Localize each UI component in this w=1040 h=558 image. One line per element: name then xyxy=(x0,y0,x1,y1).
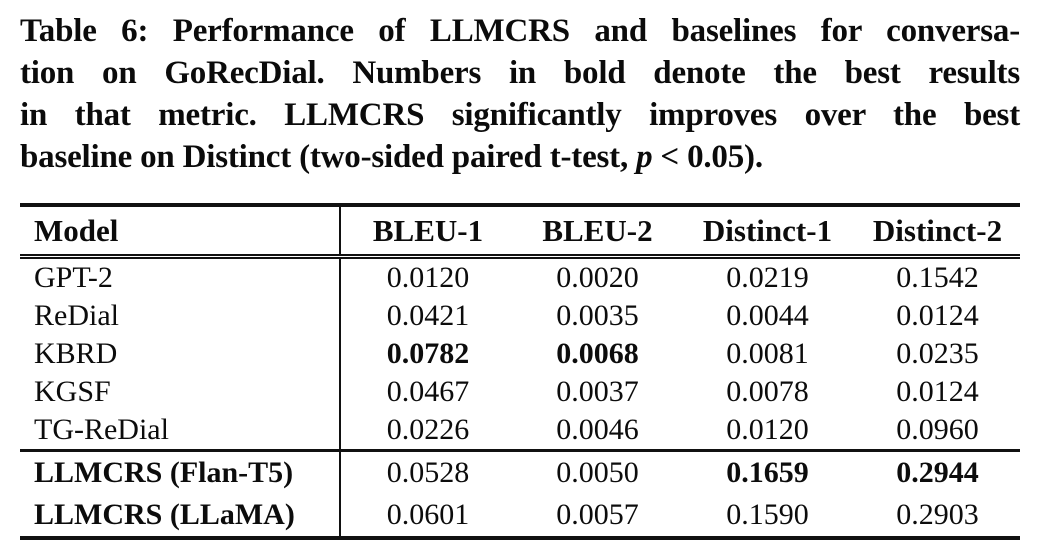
table-row-redial: ReDial 0.0421 0.0035 0.0044 0.0124 xyxy=(20,297,1020,335)
metric-value-cell-best: 0.0068 xyxy=(556,337,639,370)
table-header: Model BLEU-1 BLEU-2 Distinct-1 Distinct-… xyxy=(20,205,1020,259)
metric-value-cell: 0.0421 xyxy=(386,299,470,332)
metric-value-cell: 0.0081 xyxy=(726,337,809,370)
table-row-kbrd: KBRD 0.0782 0.0068 0.0081 0.0235 xyxy=(20,335,1020,373)
column-header-bleu1: BLEU-1 xyxy=(340,205,515,259)
table-row-tgredial: TG-ReDial 0.0226 0.0046 0.0120 0.0960 xyxy=(20,411,1020,451)
column-header-bleu2: BLEU-2 xyxy=(515,205,680,259)
table-row-llmcrs-flant5: LLMCRS (Flan-T5) 0.0528 0.0050 0.1659 0.… xyxy=(20,449,1020,494)
metric-value-cell: 0.2903 xyxy=(896,498,979,531)
metric-value-cell-best: 0.2944 xyxy=(855,449,1020,494)
metric-value-cell: 0.0601 xyxy=(386,498,470,531)
table-caption: Table 6: Performance of LLMCRS and basel… xyxy=(20,10,1020,178)
table-row-kgsf: KGSF 0.0467 0.0037 0.0078 0.0124 xyxy=(20,373,1020,411)
caption-line-1: Table 6: Performance of LLMCRS and basel… xyxy=(20,13,1020,49)
model-name-cell: LLMCRS (Flan-T5) xyxy=(20,449,341,494)
column-header-distinct1: Distinct-1 xyxy=(680,205,855,259)
metric-value-cell: 0.1590 xyxy=(726,498,809,531)
metric-value-cell: 0.0050 xyxy=(515,449,680,494)
model-name-cell: KBRD xyxy=(20,335,341,373)
metric-value-cell: 0.0120 xyxy=(386,261,470,294)
model-name-cell: KGSF xyxy=(20,373,341,411)
caption-line-4: baseline on Distinct (two-sided paired t… xyxy=(20,136,1020,178)
model-name-cell: ReDial xyxy=(20,297,341,335)
table-row-gpt2: GPT-2 0.0120 0.0020 0.0219 0.1542 xyxy=(20,256,1020,297)
metric-value-cell: 0.0120 xyxy=(726,413,809,446)
header-row: Model BLEU-1 BLEU-2 Distinct-1 Distinct-… xyxy=(20,205,1020,259)
caption-line-2: tion on GoRecDial. Numbers in bold denot… xyxy=(20,55,1020,91)
metric-value-cell: 0.0467 xyxy=(386,375,470,408)
metric-value-cell: 0.0219 xyxy=(726,261,809,294)
metric-value-cell: 0.0044 xyxy=(726,299,809,332)
results-table: Model BLEU-1 BLEU-2 Distinct-1 Distinct-… xyxy=(20,203,1020,540)
metric-value-cell: 0.0078 xyxy=(726,375,809,408)
metric-value-cell: 0.0035 xyxy=(556,299,639,332)
metric-value-cell: 0.0057 xyxy=(556,498,639,531)
metric-value-cell-best: 0.0782 xyxy=(386,337,470,370)
model-name-cell: GPT-2 xyxy=(20,256,341,297)
metric-value-cell: 0.0124 xyxy=(896,299,979,332)
caption-line-3: in that metric. LLMCRS significantly imp… xyxy=(20,97,1020,133)
metric-value-cell: 0.0020 xyxy=(556,261,639,294)
caption-line-4-prefix: baseline on Distinct (two-sided paired t… xyxy=(20,139,637,175)
metric-value-cell: 0.0960 xyxy=(896,413,979,446)
paper-table-figure: Table 6: Performance of LLMCRS and basel… xyxy=(20,0,1020,540)
caption-line-4-suffix: < 0.05). xyxy=(652,139,763,175)
column-header-model: Model xyxy=(20,205,341,259)
metric-value-cell: 0.0226 xyxy=(386,413,470,446)
column-header-distinct2: Distinct-2 xyxy=(855,205,1020,259)
metric-value-cell: 0.0124 xyxy=(896,375,979,408)
metric-value-cell: 0.1542 xyxy=(896,261,979,294)
metric-value-cell: 0.0046 xyxy=(556,413,639,446)
metric-value-cell: 0.0528 xyxy=(340,449,515,494)
model-name-cell: LLMCRS (LLaMA) xyxy=(20,494,341,538)
metric-value-cell-best: 0.1659 xyxy=(680,449,855,494)
caption-p-symbol: p xyxy=(636,139,653,175)
metric-value-cell: 0.0235 xyxy=(896,337,979,370)
table-row-llmcrs-llama: LLMCRS (LLaMA) 0.0601 0.0057 0.1590 0.29… xyxy=(20,494,1020,538)
metric-value-cell: 0.0037 xyxy=(556,375,639,408)
model-name-cell: TG-ReDial xyxy=(20,411,341,451)
baseline-rows: GPT-2 0.0120 0.0020 0.0219 0.1542 ReDial… xyxy=(20,256,1020,451)
llmcrs-rows: LLMCRS (Flan-T5) 0.0528 0.0050 0.1659 0.… xyxy=(20,449,1020,538)
